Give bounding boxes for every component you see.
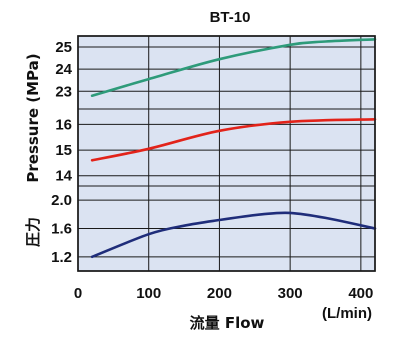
series-line-top <box>90 38 377 97</box>
series-line-bottom <box>90 211 377 259</box>
x-tick-label: 300 <box>278 285 303 302</box>
y-tick-label: 2.0 <box>51 192 72 209</box>
series-lines <box>77 35 377 272</box>
x-tick-label: 0 <box>74 285 82 302</box>
y-tick-label: 1.6 <box>51 221 72 238</box>
x-tick-label: 400 <box>348 285 373 302</box>
x-tick-labels: 0 100 200 300 400 <box>74 285 374 302</box>
x-axis-label: 流量 Flow <box>190 314 265 332</box>
y-axis-label-jp: 圧力 <box>24 217 42 247</box>
chart-title: BT-10 <box>210 9 251 26</box>
y-tick-label: 1.2 <box>51 249 72 266</box>
gridlines <box>78 36 375 271</box>
x-tick-label: 100 <box>136 285 161 302</box>
y-tick-label: 14 <box>55 168 72 185</box>
x-tick-label: 200 <box>207 285 232 302</box>
y-tick-label: 23 <box>55 83 72 100</box>
y-axis-label-en: Pressure (MPa) <box>24 53 42 182</box>
y-tick-labels: 23 24 25 14 15 16 1.2 1.6 2.0 <box>51 39 73 266</box>
y-tick-label: 15 <box>55 142 72 159</box>
y-tick-label: 24 <box>55 61 72 78</box>
plot-border <box>77 35 376 272</box>
x-axis-unit: (L/min) <box>322 305 372 322</box>
series-line-middle <box>90 118 377 162</box>
y-tick-label: 25 <box>55 39 72 56</box>
y-tick-label: 16 <box>55 116 72 133</box>
